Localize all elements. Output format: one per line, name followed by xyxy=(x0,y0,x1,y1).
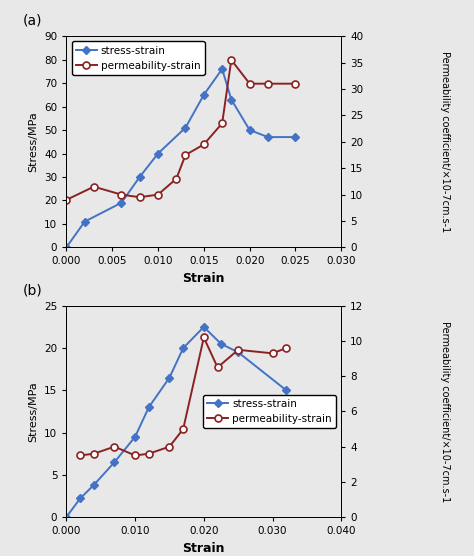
stress-strain xyxy=(137,173,143,180)
stress-strain xyxy=(111,459,117,465)
permeability-strain xyxy=(118,191,124,198)
Y-axis label: Stress/MPa: Stress/MPa xyxy=(28,111,39,172)
stress-strain xyxy=(77,495,83,502)
X-axis label: Strain: Strain xyxy=(182,542,225,555)
stress-strain xyxy=(265,134,271,141)
stress-strain xyxy=(166,374,172,381)
permeability-strain xyxy=(247,80,253,87)
permeability-strain xyxy=(219,120,225,127)
permeability-strain xyxy=(292,80,298,87)
permeability-strain xyxy=(155,191,161,198)
stress-strain xyxy=(132,434,138,440)
permeability-strain xyxy=(283,345,289,351)
Text: (b): (b) xyxy=(22,284,42,297)
stress-strain xyxy=(146,404,152,410)
permeability-strain xyxy=(91,183,97,190)
Legend: stress-strain, permeability-strain: stress-strain, permeability-strain xyxy=(203,395,336,428)
stress-strain xyxy=(247,127,253,133)
permeability-strain xyxy=(111,443,117,450)
stress-strain xyxy=(219,66,225,72)
stress-strain xyxy=(218,340,224,347)
permeability-strain xyxy=(166,443,172,450)
Y-axis label: Permeability coefficient/×10-7cm.s-1: Permeability coefficient/×10-7cm.s-1 xyxy=(440,321,450,502)
permeability-strain xyxy=(132,452,138,459)
stress-strain xyxy=(182,125,188,131)
permeability-strain xyxy=(270,350,275,357)
stress-strain xyxy=(155,150,161,157)
stress-strain xyxy=(180,345,186,351)
permeability-strain xyxy=(91,450,97,457)
X-axis label: Strain: Strain xyxy=(182,272,225,285)
permeability-strain xyxy=(173,175,179,182)
permeability-strain xyxy=(228,57,234,63)
Legend: stress-strain, permeability-strain: stress-strain, permeability-strain xyxy=(72,41,204,75)
stress-strain xyxy=(283,387,289,394)
stress-strain xyxy=(235,349,241,356)
permeability-strain xyxy=(137,194,143,201)
stress-strain xyxy=(64,514,69,520)
Line: stress-strain: stress-strain xyxy=(63,66,299,251)
permeability-strain xyxy=(64,196,69,203)
Line: permeability-strain: permeability-strain xyxy=(77,334,290,459)
Line: permeability-strain: permeability-strain xyxy=(63,57,299,203)
Y-axis label: Permeability coefficient/×10-7cm.s-1: Permeability coefficient/×10-7cm.s-1 xyxy=(440,51,450,232)
Y-axis label: Stress/MPa: Stress/MPa xyxy=(28,381,38,442)
permeability-strain xyxy=(201,334,207,341)
permeability-strain xyxy=(235,346,241,353)
permeability-strain xyxy=(182,152,188,158)
stress-strain xyxy=(118,200,124,206)
stress-strain xyxy=(64,244,69,251)
permeability-strain xyxy=(201,141,207,148)
permeability-strain xyxy=(265,80,271,87)
permeability-strain xyxy=(146,450,152,457)
permeability-strain xyxy=(77,452,83,459)
permeability-strain xyxy=(215,364,220,371)
Text: (a): (a) xyxy=(22,14,42,28)
stress-strain xyxy=(201,92,207,98)
stress-strain xyxy=(228,96,234,103)
Line: stress-strain: stress-strain xyxy=(63,324,290,520)
stress-strain xyxy=(292,134,298,141)
permeability-strain xyxy=(180,426,186,433)
stress-strain xyxy=(91,481,97,488)
stress-strain xyxy=(82,219,88,225)
stress-strain xyxy=(201,324,207,330)
